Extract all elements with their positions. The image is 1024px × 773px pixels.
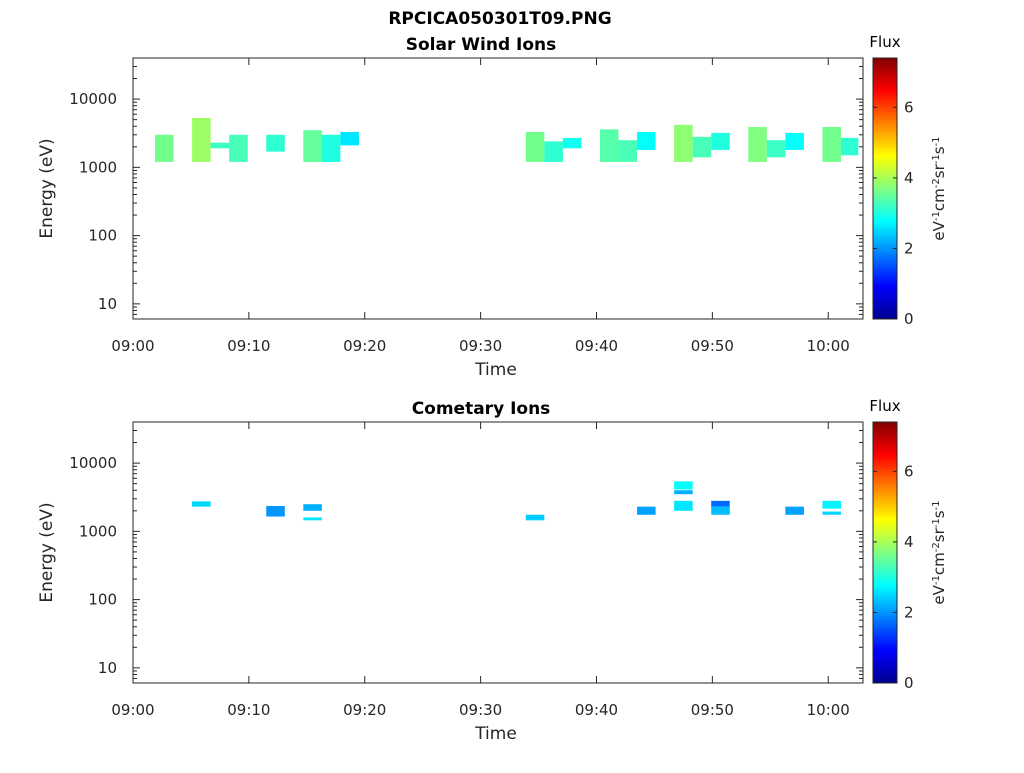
data-cell xyxy=(637,506,656,515)
data-cell xyxy=(525,514,545,521)
data-cell xyxy=(525,131,545,162)
data-cell xyxy=(711,500,730,507)
figure-title: RPCICA050301T09.PNG xyxy=(388,9,611,29)
data-cell xyxy=(210,142,230,149)
data-cell xyxy=(674,481,693,490)
y-axis-label: Energy (eV) xyxy=(37,138,57,238)
y-tick-label: 100 xyxy=(88,591,117,609)
colorbar-tick-label: 4 xyxy=(904,533,914,551)
x-tick-label: 09:00 xyxy=(111,701,154,719)
y-tick-label: 1000 xyxy=(79,158,117,176)
plot-frame xyxy=(132,57,864,320)
data-cell xyxy=(637,131,656,150)
colorbar-title: Flux xyxy=(869,33,900,51)
colorbar xyxy=(872,57,898,320)
x-tick-label: 10:00 xyxy=(807,701,850,719)
x-tick-label: 09:10 xyxy=(227,337,270,355)
data-cell xyxy=(748,127,767,162)
data-cell xyxy=(192,501,211,507)
data-cell xyxy=(674,500,693,511)
data-cell xyxy=(303,130,322,162)
data-cell xyxy=(599,129,619,162)
y-tick-label: 10 xyxy=(98,295,117,313)
data-cell xyxy=(155,134,174,162)
data-cell xyxy=(711,132,730,150)
data-cell xyxy=(785,132,804,150)
x-tick-label: 09:40 xyxy=(575,701,618,719)
data-cell xyxy=(766,140,786,158)
colorbar-label: eV-1cm-2sr-1s-1 xyxy=(930,500,948,604)
x-tick-label: 09:20 xyxy=(343,701,386,719)
data-cell xyxy=(229,134,248,162)
y-tick-label: 100 xyxy=(88,227,117,245)
panel-title: Cometary Ions xyxy=(412,399,551,419)
data-cell xyxy=(822,500,841,509)
data-cell xyxy=(840,137,859,156)
colorbar-label: eV-1cm-2sr-1s-1 xyxy=(930,136,948,240)
x-tick-label: 09:50 xyxy=(691,701,734,719)
x-tick-label: 10:00 xyxy=(807,337,850,355)
colorbar-tick-label: 2 xyxy=(904,239,914,257)
colorbar-title: Flux xyxy=(869,397,900,415)
x-axis-label: Time xyxy=(474,724,517,744)
x-tick-label: 09:30 xyxy=(459,337,502,355)
data-cell xyxy=(303,517,322,521)
panel-title: Solar Wind Ions xyxy=(406,35,557,55)
colorbar-tick-label: 0 xyxy=(904,310,914,328)
data-cell xyxy=(674,124,693,162)
data-cell xyxy=(321,134,341,162)
colorbar-tick-label: 2 xyxy=(904,603,914,621)
x-tick-label: 09:00 xyxy=(111,337,154,355)
colorbar-tick-label: 4 xyxy=(904,169,914,187)
x-tick-label: 09:40 xyxy=(575,337,618,355)
plot-frame xyxy=(132,421,864,684)
data-cell xyxy=(785,506,804,515)
data-cell xyxy=(822,511,841,515)
panel-solar-wind-ions: Solar Wind Ions 09:00 09:10 09:20 09:30 09:40… xyxy=(37,33,948,380)
data-cell xyxy=(266,506,285,517)
y-axis-label: Energy (eV) xyxy=(37,502,57,602)
data-cell xyxy=(340,131,359,146)
data-cell xyxy=(618,140,638,162)
y-tick-label: 1000 xyxy=(79,522,117,540)
y-tick-label: 10000 xyxy=(69,454,117,472)
data-cell xyxy=(674,490,693,495)
colorbar xyxy=(872,421,898,684)
x-tick-label: 09:30 xyxy=(459,701,502,719)
y-tick-label: 10 xyxy=(98,659,117,677)
colorbar-tick-label: 0 xyxy=(904,674,914,692)
data-cell xyxy=(822,127,841,162)
x-axis-label: Time xyxy=(474,360,517,380)
x-tick-label: 09:10 xyxy=(227,701,270,719)
colorbar-tick-label: 6 xyxy=(904,462,914,480)
x-tick-label: 09:50 xyxy=(691,337,734,355)
data-cell xyxy=(266,134,285,152)
data-cell xyxy=(544,141,563,162)
colorbar-tick-label: 6 xyxy=(904,98,914,116)
y-tick-label: 10000 xyxy=(69,90,117,108)
x-tick-label: 09:20 xyxy=(343,337,386,355)
panel-cometary-ions: Cometary Ions 09:00 09:10 09:20 09:30 09:40 09… xyxy=(37,397,948,744)
data-cell xyxy=(692,136,712,158)
data-cell xyxy=(303,504,322,511)
data-cell xyxy=(562,137,582,149)
data-cell xyxy=(192,117,211,162)
data-cell xyxy=(711,506,730,515)
